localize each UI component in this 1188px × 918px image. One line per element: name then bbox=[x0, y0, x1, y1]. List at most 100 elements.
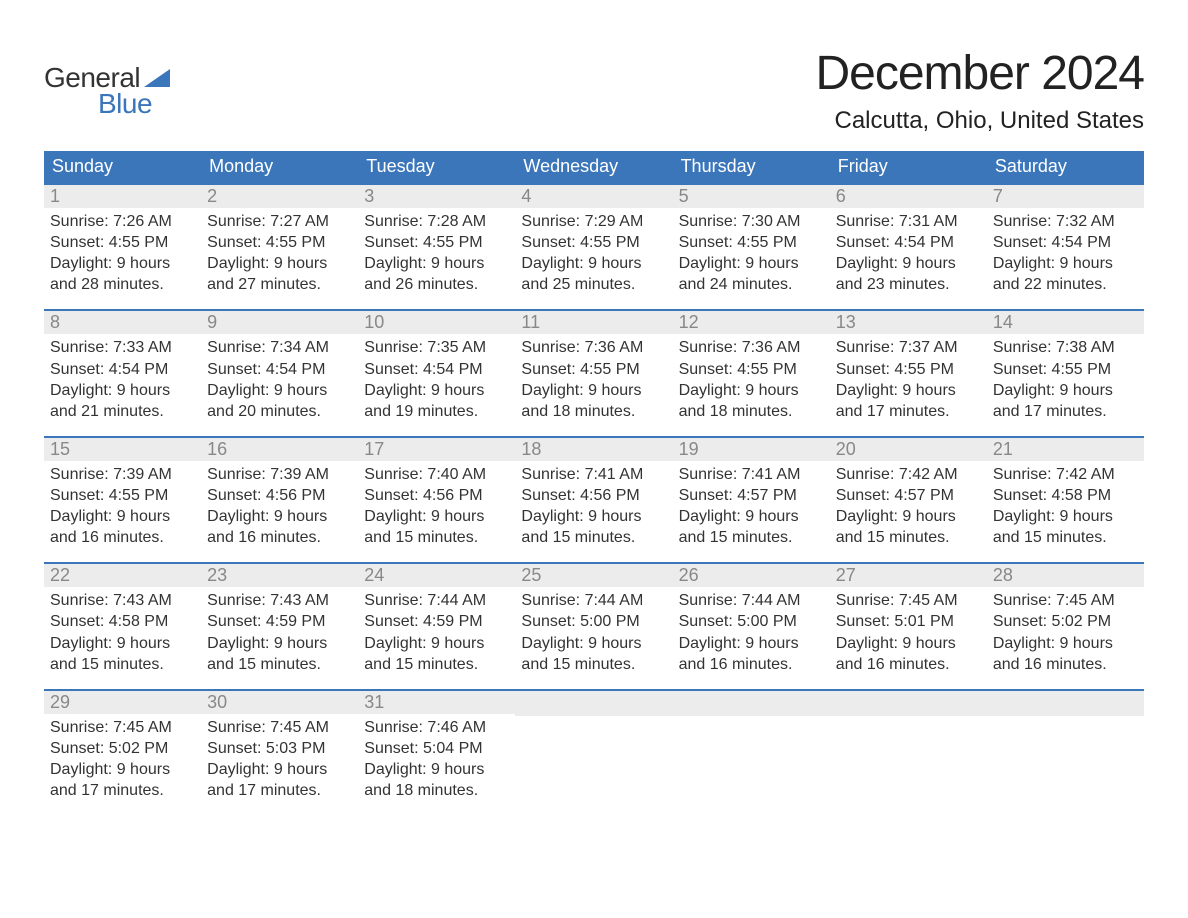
day-cell: 20Sunrise: 7:42 AMSunset: 4:57 PMDayligh… bbox=[830, 438, 987, 562]
day-body: Sunrise: 7:39 AMSunset: 4:56 PMDaylight:… bbox=[201, 461, 358, 548]
day-cell: 19Sunrise: 7:41 AMSunset: 4:57 PMDayligh… bbox=[673, 438, 830, 562]
day-number: 15 bbox=[44, 438, 201, 461]
day-number: 13 bbox=[830, 311, 987, 334]
sunrise-line: Sunrise: 7:28 AM bbox=[364, 211, 509, 232]
sunset-line: Sunset: 4:58 PM bbox=[50, 611, 195, 632]
day-number: 18 bbox=[515, 438, 672, 461]
day-cell: 25Sunrise: 7:44 AMSunset: 5:00 PMDayligh… bbox=[515, 564, 672, 688]
day-number: 12 bbox=[673, 311, 830, 334]
sunrise-line: Sunrise: 7:39 AM bbox=[50, 464, 195, 485]
day-number: 28 bbox=[987, 564, 1144, 587]
week-row: 1Sunrise: 7:26 AMSunset: 4:55 PMDaylight… bbox=[44, 183, 1144, 309]
weekday-header-row: SundayMondayTuesdayWednesdayThursdayFrid… bbox=[44, 151, 1144, 183]
week-row: 29Sunrise: 7:45 AMSunset: 5:02 PMDayligh… bbox=[44, 689, 1144, 815]
sunrise-line: Sunrise: 7:41 AM bbox=[521, 464, 666, 485]
title-block: December 2024 Calcutta, Ohio, United Sta… bbox=[815, 28, 1144, 135]
day-cell: 16Sunrise: 7:39 AMSunset: 4:56 PMDayligh… bbox=[201, 438, 358, 562]
weekday-header: Wednesday bbox=[515, 151, 672, 183]
day-number: 11 bbox=[515, 311, 672, 334]
day-number: 20 bbox=[830, 438, 987, 461]
day-body: Sunrise: 7:35 AMSunset: 4:54 PMDaylight:… bbox=[358, 334, 515, 421]
day-body: Sunrise: 7:28 AMSunset: 4:55 PMDaylight:… bbox=[358, 208, 515, 295]
week-row: 15Sunrise: 7:39 AMSunset: 4:55 PMDayligh… bbox=[44, 436, 1144, 562]
daylight-line: Daylight: 9 hours and 25 minutes. bbox=[521, 253, 666, 295]
sunrise-line: Sunrise: 7:44 AM bbox=[679, 590, 824, 611]
day-number: 22 bbox=[44, 564, 201, 587]
logo-text-blue: Blue bbox=[98, 88, 152, 120]
daylight-line: Daylight: 9 hours and 17 minutes. bbox=[836, 380, 981, 422]
day-cell: 21Sunrise: 7:42 AMSunset: 4:58 PMDayligh… bbox=[987, 438, 1144, 562]
day-cell: 12Sunrise: 7:36 AMSunset: 4:55 PMDayligh… bbox=[673, 311, 830, 435]
day-cell: 18Sunrise: 7:41 AMSunset: 4:56 PMDayligh… bbox=[515, 438, 672, 562]
daylight-line: Daylight: 9 hours and 17 minutes. bbox=[207, 759, 352, 801]
day-number: 30 bbox=[201, 691, 358, 714]
sunrise-line: Sunrise: 7:41 AM bbox=[679, 464, 824, 485]
day-body: Sunrise: 7:39 AMSunset: 4:55 PMDaylight:… bbox=[44, 461, 201, 548]
daylight-line: Daylight: 9 hours and 17 minutes. bbox=[50, 759, 195, 801]
day-cell bbox=[987, 691, 1144, 815]
sunset-line: Sunset: 4:55 PM bbox=[50, 232, 195, 253]
daylight-line: Daylight: 9 hours and 24 minutes. bbox=[679, 253, 824, 295]
day-cell: 8Sunrise: 7:33 AMSunset: 4:54 PMDaylight… bbox=[44, 311, 201, 435]
month-title: December 2024 bbox=[815, 46, 1144, 101]
day-body: Sunrise: 7:45 AMSunset: 5:02 PMDaylight:… bbox=[44, 714, 201, 801]
sunset-line: Sunset: 4:59 PM bbox=[207, 611, 352, 632]
day-number bbox=[830, 691, 987, 716]
daylight-line: Daylight: 9 hours and 15 minutes. bbox=[521, 633, 666, 675]
day-cell: 2Sunrise: 7:27 AMSunset: 4:55 PMDaylight… bbox=[201, 185, 358, 309]
daylight-line: Daylight: 9 hours and 17 minutes. bbox=[993, 380, 1138, 422]
daylight-line: Daylight: 9 hours and 21 minutes. bbox=[50, 380, 195, 422]
weekday-header: Sunday bbox=[44, 151, 201, 183]
top-bar: General Blue December 2024 Calcutta, Ohi… bbox=[44, 28, 1144, 135]
day-number: 24 bbox=[358, 564, 515, 587]
day-body: Sunrise: 7:33 AMSunset: 4:54 PMDaylight:… bbox=[44, 334, 201, 421]
daylight-line: Daylight: 9 hours and 15 minutes. bbox=[364, 506, 509, 548]
day-number: 17 bbox=[358, 438, 515, 461]
daylight-line: Daylight: 9 hours and 16 minutes. bbox=[836, 633, 981, 675]
sunrise-line: Sunrise: 7:45 AM bbox=[207, 717, 352, 738]
day-body: Sunrise: 7:45 AMSunset: 5:01 PMDaylight:… bbox=[830, 587, 987, 674]
day-cell: 27Sunrise: 7:45 AMSunset: 5:01 PMDayligh… bbox=[830, 564, 987, 688]
day-number bbox=[987, 691, 1144, 716]
day-number: 2 bbox=[201, 185, 358, 208]
sunset-line: Sunset: 4:54 PM bbox=[836, 232, 981, 253]
day-number: 14 bbox=[987, 311, 1144, 334]
sunrise-line: Sunrise: 7:29 AM bbox=[521, 211, 666, 232]
day-body: Sunrise: 7:45 AMSunset: 5:03 PMDaylight:… bbox=[201, 714, 358, 801]
day-number: 26 bbox=[673, 564, 830, 587]
day-body: Sunrise: 7:43 AMSunset: 4:58 PMDaylight:… bbox=[44, 587, 201, 674]
day-cell: 26Sunrise: 7:44 AMSunset: 5:00 PMDayligh… bbox=[673, 564, 830, 688]
day-body: Sunrise: 7:34 AMSunset: 4:54 PMDaylight:… bbox=[201, 334, 358, 421]
day-number bbox=[515, 691, 672, 716]
sunset-line: Sunset: 4:55 PM bbox=[364, 232, 509, 253]
sunrise-line: Sunrise: 7:38 AM bbox=[993, 337, 1138, 358]
sunset-line: Sunset: 4:55 PM bbox=[836, 359, 981, 380]
daylight-line: Daylight: 9 hours and 16 minutes. bbox=[50, 506, 195, 548]
day-cell: 17Sunrise: 7:40 AMSunset: 4:56 PMDayligh… bbox=[358, 438, 515, 562]
weekday-header: Monday bbox=[201, 151, 358, 183]
sunrise-line: Sunrise: 7:34 AM bbox=[207, 337, 352, 358]
sunrise-line: Sunrise: 7:42 AM bbox=[993, 464, 1138, 485]
daylight-line: Daylight: 9 hours and 15 minutes. bbox=[521, 506, 666, 548]
day-body: Sunrise: 7:46 AMSunset: 5:04 PMDaylight:… bbox=[358, 714, 515, 801]
sunset-line: Sunset: 4:55 PM bbox=[679, 359, 824, 380]
weekday-header: Tuesday bbox=[358, 151, 515, 183]
daylight-line: Daylight: 9 hours and 18 minutes. bbox=[364, 759, 509, 801]
sunset-line: Sunset: 4:54 PM bbox=[50, 359, 195, 380]
day-body: Sunrise: 7:38 AMSunset: 4:55 PMDaylight:… bbox=[987, 334, 1144, 421]
sunset-line: Sunset: 4:55 PM bbox=[207, 232, 352, 253]
day-body: Sunrise: 7:45 AMSunset: 5:02 PMDaylight:… bbox=[987, 587, 1144, 674]
day-number: 29 bbox=[44, 691, 201, 714]
sunrise-line: Sunrise: 7:30 AM bbox=[679, 211, 824, 232]
week-row: 8Sunrise: 7:33 AMSunset: 4:54 PMDaylight… bbox=[44, 309, 1144, 435]
logo-triangle-icon bbox=[144, 69, 170, 87]
day-number: 21 bbox=[987, 438, 1144, 461]
weekday-header: Friday bbox=[830, 151, 987, 183]
sunrise-line: Sunrise: 7:43 AM bbox=[207, 590, 352, 611]
daylight-line: Daylight: 9 hours and 16 minutes. bbox=[993, 633, 1138, 675]
day-cell: 10Sunrise: 7:35 AMSunset: 4:54 PMDayligh… bbox=[358, 311, 515, 435]
day-body: Sunrise: 7:36 AMSunset: 4:55 PMDaylight:… bbox=[515, 334, 672, 421]
sunrise-line: Sunrise: 7:35 AM bbox=[364, 337, 509, 358]
sunset-line: Sunset: 5:00 PM bbox=[521, 611, 666, 632]
day-body: Sunrise: 7:44 AMSunset: 5:00 PMDaylight:… bbox=[673, 587, 830, 674]
